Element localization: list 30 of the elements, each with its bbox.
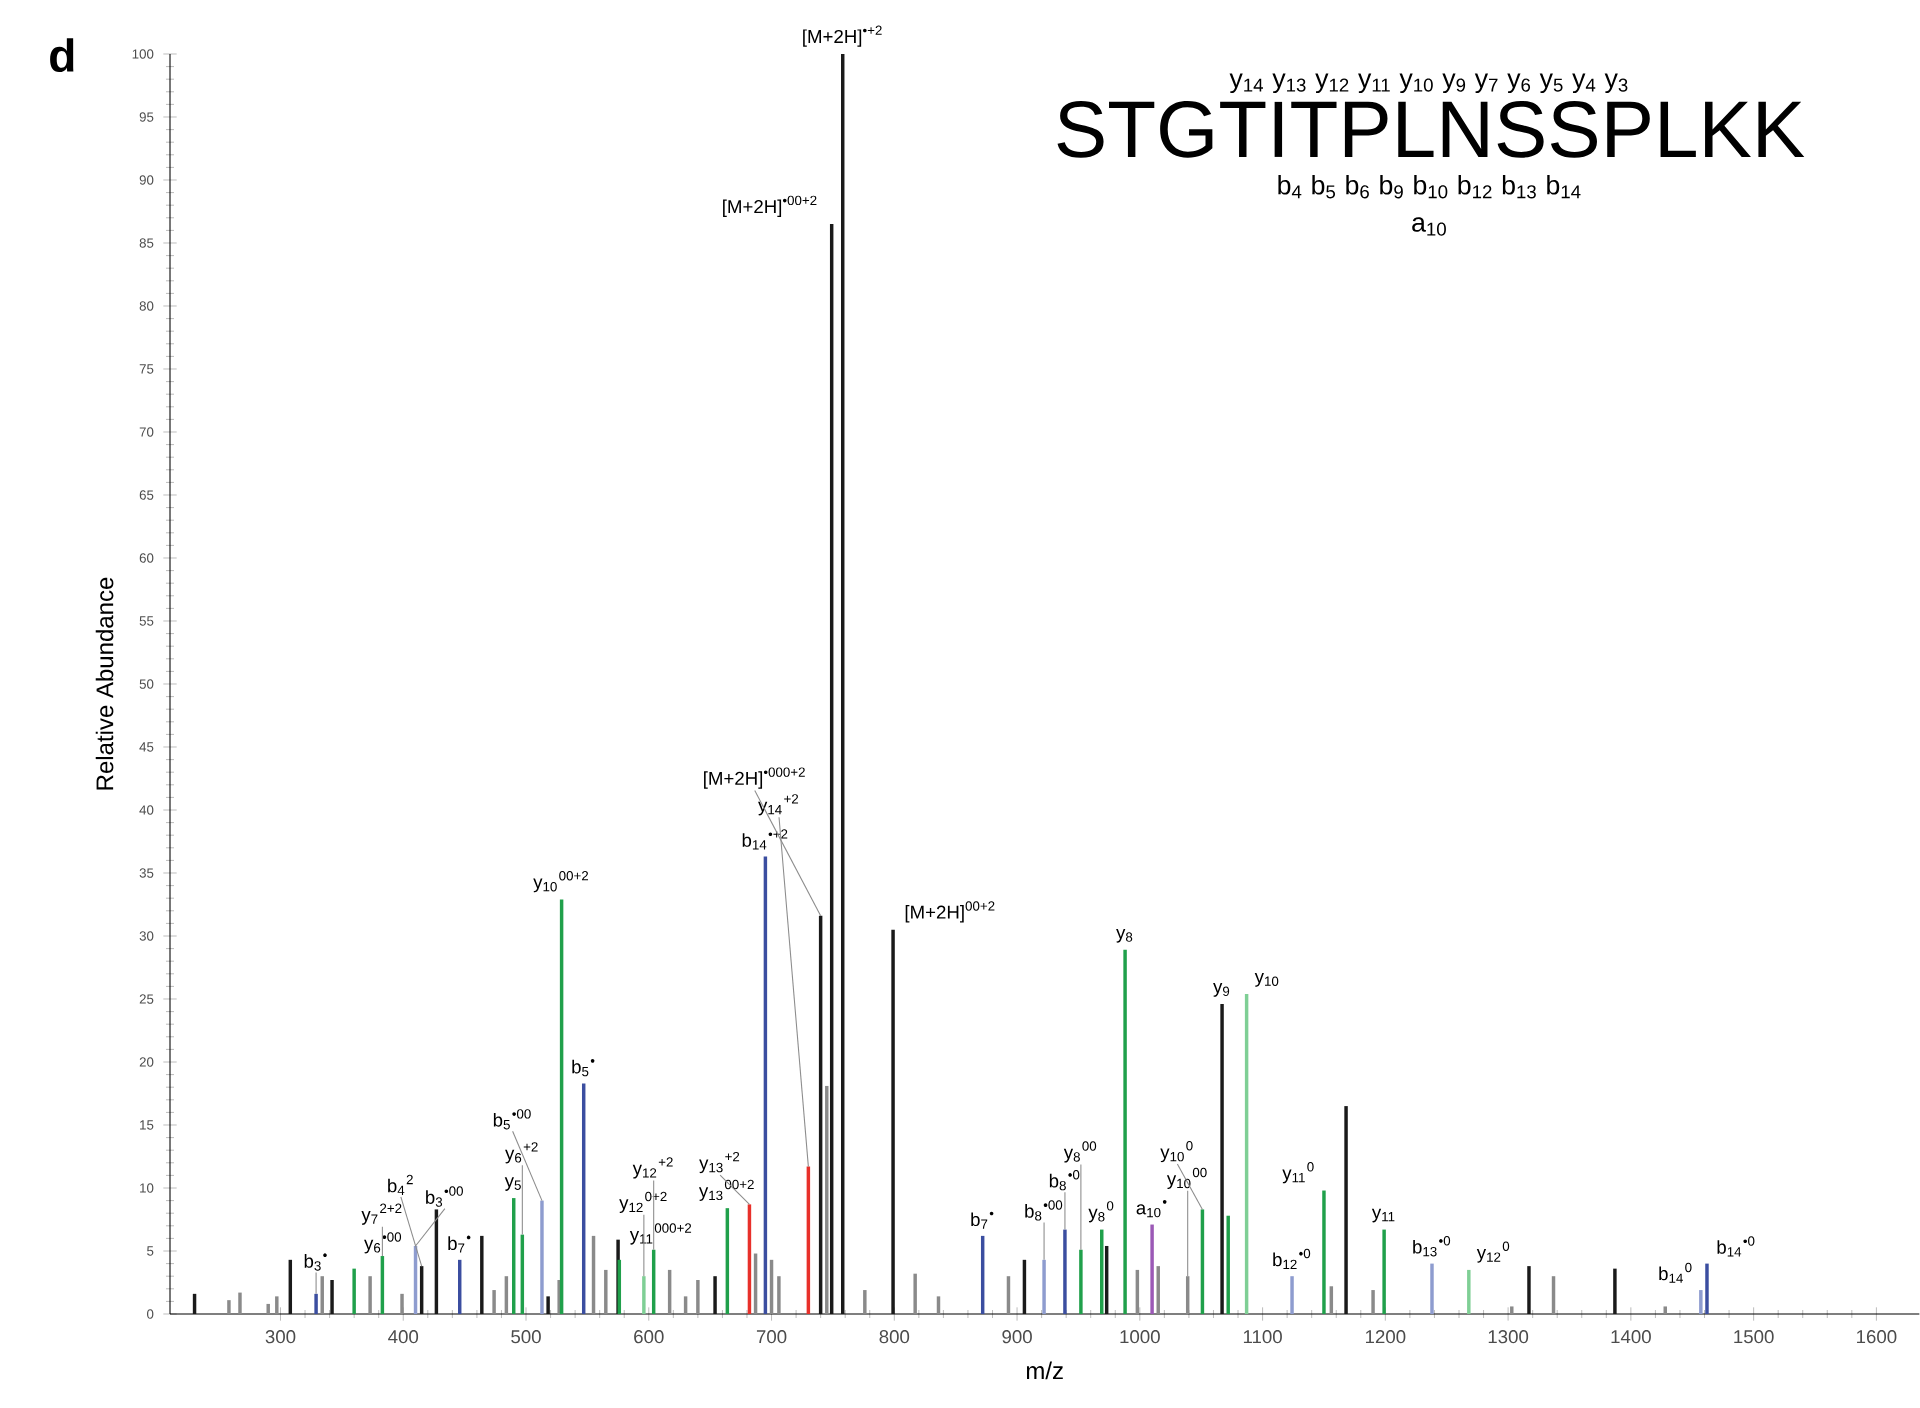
x-axis-title: m/z — [1026, 1361, 1063, 1380]
annotation: STGTITPLNSSPLKK — [1057, 101, 1805, 158]
annotation: y$_{10}$ — [1254, 973, 1279, 987]
text: y$_{14}$ y$_{13}$ y$_{12}$ y$_{11}$ y$_{10}$ y$_{9}$ y$_{7}$ y$_{6}$ y$_{5}$ y$_{4}$ y$_{3}$ — [1229, 73, 1628, 94]
x-tick-label: 1600 — [1857, 1330, 1897, 1344]
x-tick-label: 1000 — [1120, 1330, 1160, 1344]
x-tick-label: 700 — [756, 1330, 787, 1344]
annotation: y$_{11}$ — [1371, 1208, 1395, 1223]
x-tick-label: 1400 — [1611, 1330, 1651, 1344]
x-tick-label: 400 — [388, 1330, 419, 1344]
x-tick-label: 1300 — [1488, 1330, 1529, 1344]
chart-title: d — [50, 38, 74, 73]
x-tick-label: 600 — [634, 1330, 664, 1344]
text: b$_{4}$ b$_{5}$ b$_{6}$ b$_{9}$ b$_{10}$ b$_{12}$ b$_{13}$ b$_{14}$ — [1278, 174, 1581, 199]
x-tick-label: 1200 — [1366, 1330, 1406, 1344]
annotation: y$_{8}$ — [1116, 928, 1133, 943]
y-axis-title: Relative Abundance — [95, 577, 114, 790]
x-tick-label: 800 — [879, 1330, 910, 1344]
x-tick-label: 300 — [265, 1330, 296, 1344]
annotation: [M+2H]$^{•000+2}$ — [704, 767, 805, 789]
x-tick-label: 1100 — [1243, 1330, 1282, 1344]
x-tick-label: 900 — [1002, 1330, 1032, 1344]
annotation: [M+2H]$^{•00+2}$ — [723, 195, 817, 217]
annotation: [M+2H]$^{•+2}$ — [803, 25, 882, 47]
x-tick-label: 500 — [511, 1330, 541, 1344]
annotation: y$_{9}$ — [1213, 983, 1230, 997]
annotation: a$_{10}$ — [1412, 217, 1446, 236]
x-tick-label: 1500 — [1734, 1330, 1774, 1344]
annotation: [M+2H]$^{00+2}$ — [905, 901, 995, 923]
annotation: y$_{5}$ — [504, 1177, 521, 1191]
